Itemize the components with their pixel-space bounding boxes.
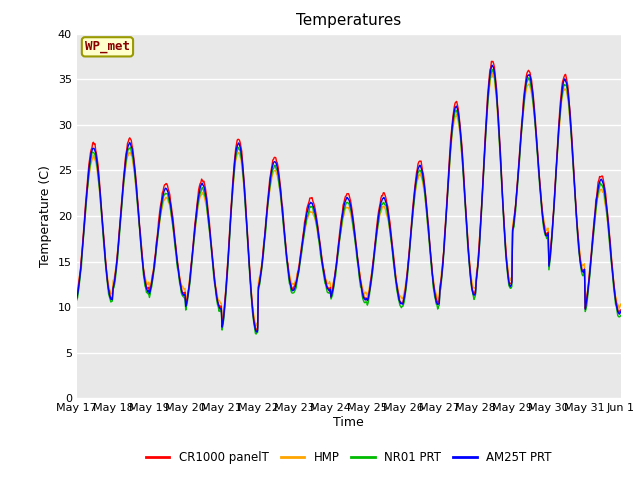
X-axis label: Time: Time bbox=[333, 416, 364, 429]
Legend: CR1000 panelT, HMP, NR01 PRT, AM25T PRT: CR1000 panelT, HMP, NR01 PRT, AM25T PRT bbox=[141, 447, 556, 469]
Title: Temperatures: Temperatures bbox=[296, 13, 401, 28]
Text: WP_met: WP_met bbox=[85, 40, 130, 53]
Y-axis label: Temperature (C): Temperature (C) bbox=[39, 165, 52, 267]
